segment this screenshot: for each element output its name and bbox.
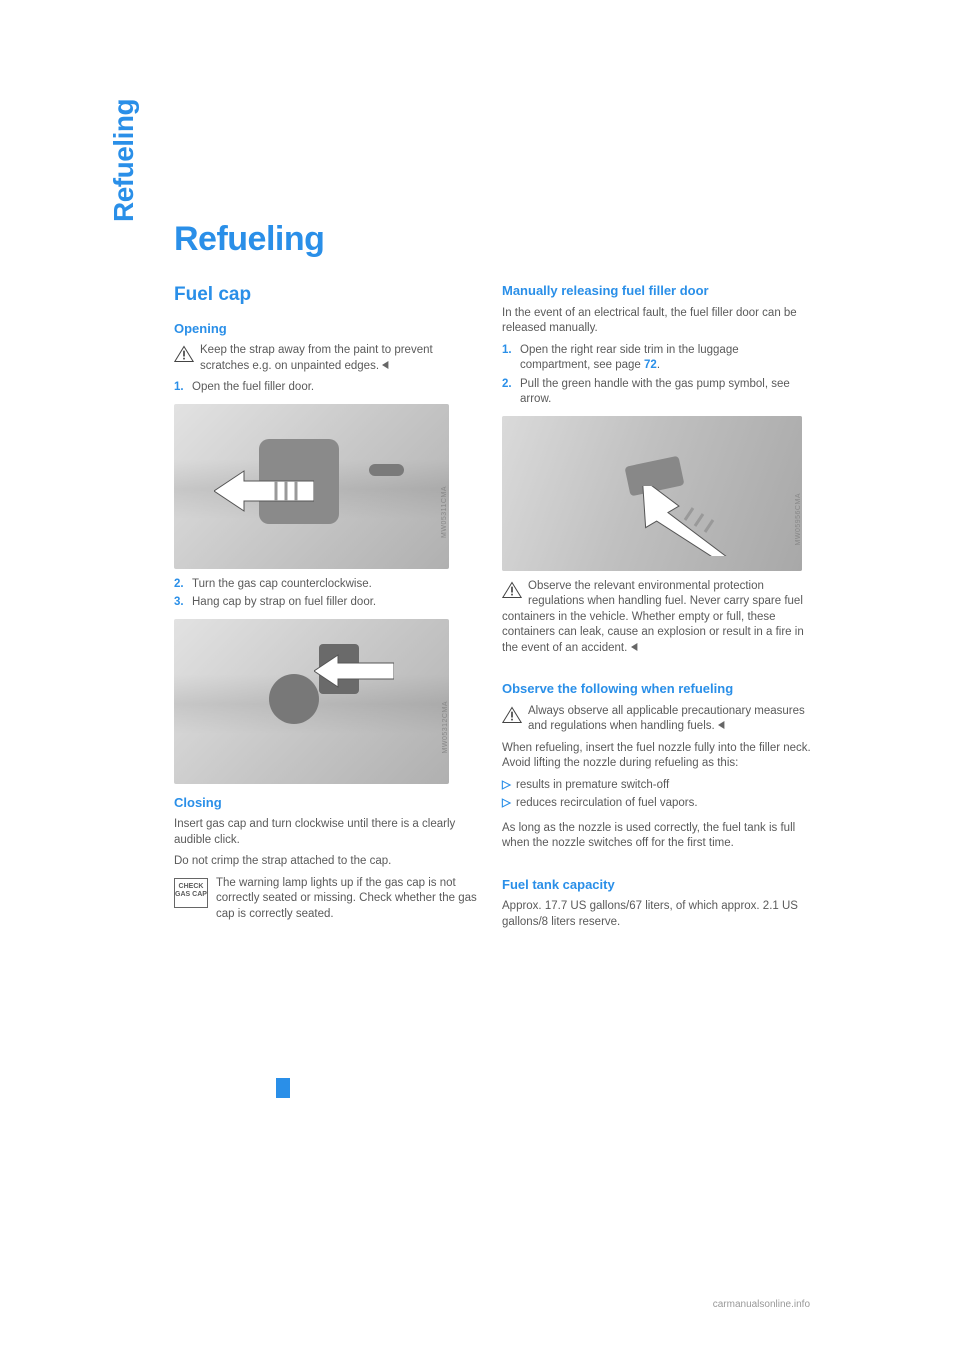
right-column: Manually releasing fuel filler door In t… bbox=[502, 282, 812, 930]
page-link[interactable]: 72 bbox=[644, 359, 657, 371]
step-number: 3. bbox=[174, 595, 192, 611]
step-2: 2. Turn the gas cap counterclockwise. bbox=[174, 577, 484, 593]
step-text: Pull the green handle with the gas pump … bbox=[520, 377, 812, 408]
observe-text-2: As long as the nozzle is used correctly,… bbox=[502, 821, 812, 852]
warning-fuel-container: Observe the relevant environmental prote… bbox=[502, 579, 812, 657]
figure-fuel-cap-hang: MW05312CMA bbox=[174, 619, 449, 784]
closing-text-2: Do not crimp the strap attached to the c… bbox=[174, 854, 484, 870]
heading-opening: Opening bbox=[174, 320, 484, 338]
figure-manual-release: MW05956CMA bbox=[502, 416, 802, 571]
step-text: Open the fuel filler door. bbox=[192, 380, 484, 396]
figure-ref: MW05312CMA bbox=[440, 701, 449, 753]
step-text: Hang cap by strap on fuel filler door. bbox=[192, 595, 484, 611]
step-number: 1. bbox=[502, 343, 520, 374]
bullet-text: reduces recirculation of fuel vapors. bbox=[516, 796, 812, 812]
manual-intro: In the event of an electrical fault, the… bbox=[502, 306, 812, 337]
bullet-arrow-icon: ▷ bbox=[502, 778, 516, 794]
check-gas-cap-icon: CHECKGAS CAP bbox=[174, 878, 208, 908]
step-1: 1. Open the fuel filler door. bbox=[174, 380, 484, 396]
heading-capacity: Fuel tank capacity bbox=[502, 876, 812, 894]
bullet-2: ▷ reduces recirculation of fuel vapors. bbox=[502, 796, 812, 812]
end-marker-icon bbox=[631, 641, 639, 657]
step-text: Open the right rear side trim in the lug… bbox=[520, 343, 812, 374]
bullet-1: ▷ results in premature switch-off bbox=[502, 778, 812, 794]
heading-closing: Closing bbox=[174, 794, 484, 812]
step-number: 1. bbox=[174, 380, 192, 396]
heading-fuel-cap: Fuel cap bbox=[174, 282, 484, 308]
step-number: 2. bbox=[174, 577, 192, 593]
warning-icon bbox=[174, 345, 194, 363]
gas-cap-warning-block: CHECKGAS CAP The warning lamp lights up … bbox=[174, 876, 484, 923]
warning-fuel-container-text: Observe the relevant environmental prote… bbox=[502, 580, 804, 654]
capacity-text: Approx. 17.7 US gallons/67 liters, of wh… bbox=[502, 899, 812, 930]
figure-ref: MW05956CMA bbox=[793, 493, 802, 545]
warning-icon bbox=[502, 581, 522, 599]
manual-step-1: 1. Open the right rear side trim in the … bbox=[502, 343, 812, 374]
warning-opening: Keep the strap away from the paint to pr… bbox=[174, 343, 484, 374]
observe-text-1: When refueling, insert the fuel nozzle f… bbox=[502, 741, 812, 772]
step-text: Turn the gas cap counterclockwise. bbox=[192, 577, 484, 593]
left-column: Fuel cap Opening Keep the strap away fro… bbox=[174, 282, 484, 922]
end-marker-icon bbox=[382, 359, 390, 375]
closing-text-1: Insert gas cap and turn clockwise until … bbox=[174, 817, 484, 848]
bullet-arrow-icon: ▷ bbox=[502, 796, 516, 812]
warning-icon bbox=[502, 706, 522, 724]
step-3: 3. Hang cap by strap on fuel filler door… bbox=[174, 595, 484, 611]
footer-watermark: carmanualsonline.info bbox=[0, 1299, 960, 1310]
figure-fuel-door: MW05311CMA bbox=[174, 404, 449, 569]
page-marker bbox=[276, 1078, 290, 1098]
end-marker-icon bbox=[718, 719, 726, 735]
side-tab-label: Refueling bbox=[108, 99, 140, 222]
warning-observe-text: Always observe all applicable precaution… bbox=[528, 705, 805, 733]
manual-step-2: 2. Pull the green handle with the gas pu… bbox=[502, 377, 812, 408]
bullet-text: results in premature switch-off bbox=[516, 778, 812, 794]
heading-manual-release: Manually releasing fuel filler door bbox=[502, 282, 812, 300]
step-number: 2. bbox=[502, 377, 520, 408]
warning-observe: Always observe all applicable precaution… bbox=[502, 704, 812, 735]
closing-text-3: The warning lamp lights up if the gas ca… bbox=[216, 877, 477, 920]
heading-observe: Observe the following when refueling bbox=[502, 680, 812, 698]
warning-opening-text: Keep the strap away from the paint to pr… bbox=[200, 344, 433, 372]
page-title: Refueling bbox=[174, 220, 324, 259]
figure-ref: MW05311CMA bbox=[440, 486, 449, 538]
